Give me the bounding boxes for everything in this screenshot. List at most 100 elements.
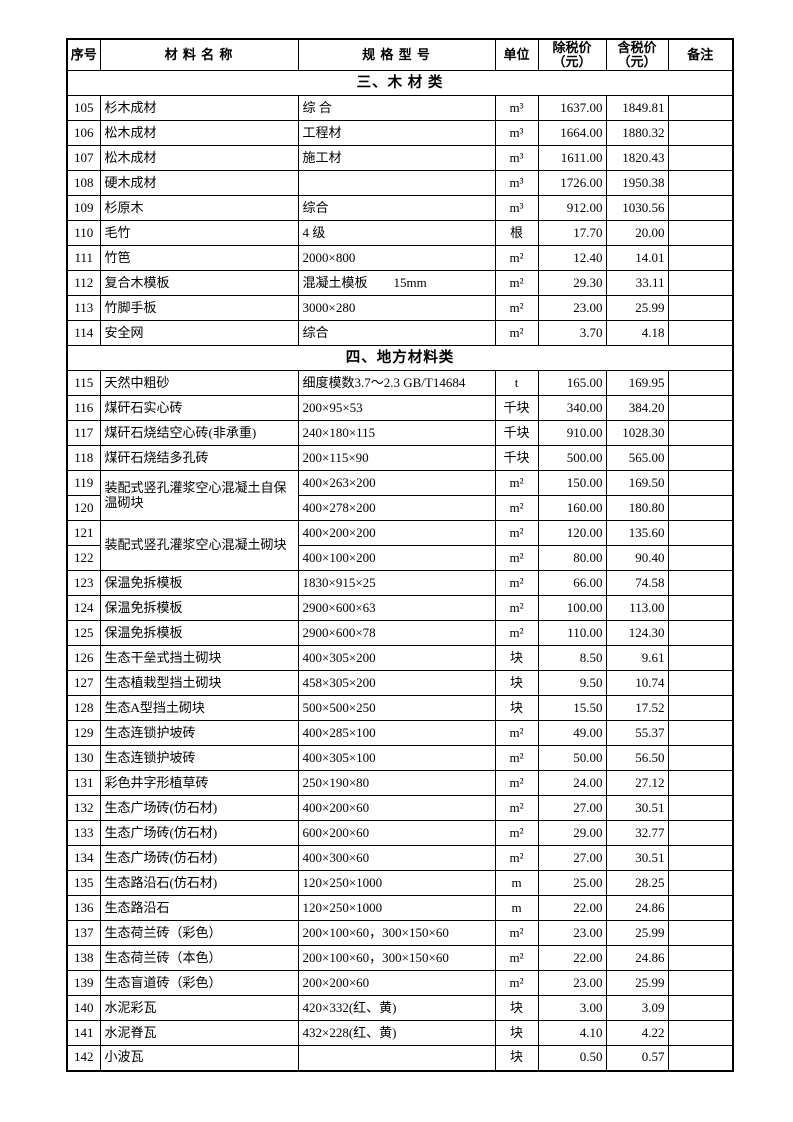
spec-cell: 工程材: [297, 120, 496, 146]
spec-cell: 240×180×115: [297, 420, 496, 446]
note-cell: [667, 995, 734, 1021]
table-row: 121 装配式竖孔灌浆空心混凝土砌块 400×200×200 m² 120.00 135.…: [66, 520, 734, 571]
table-row: 126 生态干垒式挡土砌块 400×305×200 块 8.50 9.61: [66, 645, 734, 671]
material-name-cell: 生态A型挡土砌块: [99, 695, 299, 721]
note-cell: [667, 895, 734, 921]
unit-cell: t: [494, 370, 539, 396]
row-no-cell: 106: [66, 120, 101, 146]
table-row: 135 生态路沿石(仿石材) 120×250×1000 m 25.00 28.25: [66, 870, 734, 896]
price-excl-tax-cell: 27.00: [537, 795, 607, 821]
price-incl-tax-cell: 28.25: [605, 870, 669, 896]
unit-cell: m³: [494, 145, 539, 171]
material-name-cell: 生态干垒式挡土砌块: [99, 645, 299, 671]
spec-cell: 200×200×60: [297, 970, 496, 996]
row-no-cell: 128: [66, 695, 101, 721]
price-incl-tax-cell: 90.40: [605, 545, 669, 571]
spec-cell: 400×263×200: [297, 470, 496, 496]
table-row: 136 生态路沿石 120×250×1000 m 22.00 24.86: [66, 895, 734, 921]
unit-cell: m: [494, 895, 539, 921]
note-cell: [667, 820, 734, 846]
note-cell: [667, 195, 734, 221]
spec-cell: 420×332(红、黄): [297, 995, 496, 1021]
price-excl-tax-cell: 24.00: [537, 770, 607, 796]
price-excl-tax-cell: 12.40: [537, 245, 607, 271]
row-no-cell: 142: [66, 1045, 101, 1071]
row-no-cell: 117: [66, 420, 101, 446]
material-name-cell: 生态盲道砖（彩色）: [99, 970, 299, 996]
note-cell: [667, 945, 734, 971]
price-incl-tax-cell: 565.00: [605, 445, 669, 471]
material-name-cell: 生态路沿石: [99, 895, 299, 921]
row-no-cell: 108: [66, 170, 101, 196]
material-name-cell: 生态广场砖(仿石材): [99, 795, 299, 821]
price-incl-tax-cell: 113.00: [605, 595, 669, 621]
price-excl-tax-cell: 4.10: [537, 1020, 607, 1046]
unit-cell: m: [494, 870, 539, 896]
table-header-row: 序号 材 料 名 称 规 格 型 号 单位 除税价 （元） 含税价 （元） 备注: [66, 38, 734, 71]
unit-cell: 块: [494, 670, 539, 696]
row-no-cell: 137: [66, 920, 101, 946]
price-incl-tax-cell: 74.58: [605, 570, 669, 596]
note-cell: [667, 620, 734, 646]
unit-cell: m²: [494, 495, 539, 521]
note-cell: [667, 445, 734, 471]
price-excl-tax-cell: 100.00: [537, 595, 607, 621]
spec-cell: 250×190×80: [297, 770, 496, 796]
price-incl-tax-cell: 135.60: [605, 520, 669, 546]
unit-cell: 块: [494, 645, 539, 671]
price-incl-tax-cell: 56.50: [605, 745, 669, 771]
price-incl-tax-cell: 1880.32: [605, 120, 669, 146]
unit-cell: m²: [494, 520, 539, 546]
price-incl-tax-cell: 4.18: [605, 320, 669, 346]
row-no-cell: 122: [66, 545, 101, 571]
spec-cell: 200×100×60，300×150×60: [297, 920, 496, 946]
note-cell: [667, 545, 734, 571]
table-row: 131 彩色井字形植草砖 250×190×80 m² 24.00 27.12: [66, 770, 734, 796]
spec-cell: 400×100×200: [297, 545, 496, 571]
row-no-cell: 107: [66, 145, 101, 171]
price-excl-tax-cell: 3.70: [537, 320, 607, 346]
price-excl-tax-cell: 27.00: [537, 845, 607, 871]
price-excl-tax-cell: 500.00: [537, 445, 607, 471]
note-cell: [667, 1020, 734, 1046]
table-row: 137 生态荷兰砖（彩色） 200×100×60，300×150×60 m² 23.00…: [66, 920, 734, 946]
price-incl-tax-cell: 24.86: [605, 895, 669, 921]
price-excl-tax-cell: 912.00: [537, 195, 607, 221]
material-name-cell: 保温免拆模板: [99, 570, 299, 596]
section-title-row: 四、地方材料类: [66, 345, 734, 371]
spec-cell: 200×95×53: [297, 395, 496, 421]
note-cell: [667, 245, 734, 271]
spec-cell: 400×305×200: [297, 645, 496, 671]
row-no-cell: 130: [66, 745, 101, 771]
spec-cell: 120×250×1000: [297, 870, 496, 896]
price-excl-tax-cell: 1664.00: [537, 120, 607, 146]
unit-cell: m²: [494, 820, 539, 846]
price-excl-tax-cell: 23.00: [537, 295, 607, 321]
table-row: 114 安全网 综合 m² 3.70 4.18: [66, 320, 734, 346]
unit-cell: 块: [494, 695, 539, 721]
row-no-cell: 132: [66, 795, 101, 821]
unit-cell: m²: [494, 470, 539, 496]
row-no-cell: 124: [66, 595, 101, 621]
table-row: 107 松木成材 施工材 m³ 1611.00 1820.43: [66, 145, 734, 171]
material-name-cell: 复合木模板: [99, 270, 299, 296]
spec-cell: 3000×280: [297, 295, 496, 321]
spec-cell: 120×250×1000: [297, 895, 496, 921]
note-cell: [667, 720, 734, 746]
unit-cell: 块: [494, 1020, 539, 1046]
table-row: 130 生态连锁护坡砖 400×305×100 m² 50.00 56.50: [66, 745, 734, 771]
materials-price-table: 序号 材 料 名 称 规 格 型 号 单位 除税价 （元） 含税价 （元） 备注…: [66, 38, 734, 1072]
note-cell: [667, 645, 734, 671]
material-name-cell: 杉木成材: [99, 95, 299, 121]
spec-cell: 400×285×100: [297, 720, 496, 746]
material-name-cell: 生态广场砖(仿石材): [99, 820, 299, 846]
unit-cell: m²: [494, 320, 539, 346]
price-excl-tax-cell: 0.50: [537, 1045, 607, 1071]
price-incl-tax-cell: 10.74: [605, 670, 669, 696]
price-excl-tax-cell: 1611.00: [537, 145, 607, 171]
material-name-cell: 竹笆: [99, 245, 299, 271]
row-no-cell: 105: [66, 95, 101, 121]
table-row: 124 保温免拆模板 2900×600×63 m² 100.00 113.00: [66, 595, 734, 621]
spec-cell: 200×100×60，300×150×60: [297, 945, 496, 971]
price-excl-tax-cell: 910.00: [537, 420, 607, 446]
